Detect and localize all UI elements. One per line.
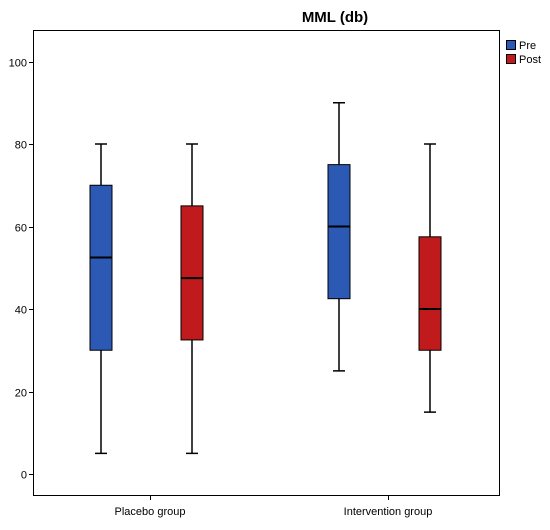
legend-label-post: Post bbox=[519, 54, 541, 66]
y-tick-label: 80 bbox=[15, 140, 27, 152]
y-tick-label: 40 bbox=[15, 305, 27, 317]
y-tick-label: 100 bbox=[9, 58, 27, 70]
legend: Pre Post bbox=[506, 40, 541, 66]
legend-swatch-post bbox=[506, 54, 516, 64]
y-tick-label: 0 bbox=[21, 470, 27, 482]
x-tick-label: Intervention group bbox=[344, 506, 433, 518]
y-axis: 0 20 40 60 80 100 bbox=[9, 58, 34, 482]
iqr-box bbox=[418, 236, 442, 351]
iqr-box bbox=[180, 205, 204, 341]
box-series bbox=[89, 102, 442, 455]
x-axis: Placebo group Intervention group bbox=[115, 495, 433, 518]
iqr-box bbox=[89, 184, 113, 351]
chart-title: MML (db) bbox=[302, 9, 368, 26]
y-tick-label: 60 bbox=[15, 223, 27, 235]
box-pre-1 bbox=[327, 102, 351, 372]
y-tick-label: 20 bbox=[15, 388, 27, 400]
x-tick-label: Placebo group bbox=[115, 506, 186, 518]
legend-label-pre: Pre bbox=[519, 40, 536, 52]
legend-swatch-pre bbox=[506, 40, 516, 50]
box-post-0 bbox=[180, 143, 204, 455]
iqr-box bbox=[327, 164, 351, 300]
plot-frame bbox=[33, 30, 500, 496]
box-pre-0 bbox=[89, 143, 113, 455]
box-post-1 bbox=[418, 143, 442, 413]
